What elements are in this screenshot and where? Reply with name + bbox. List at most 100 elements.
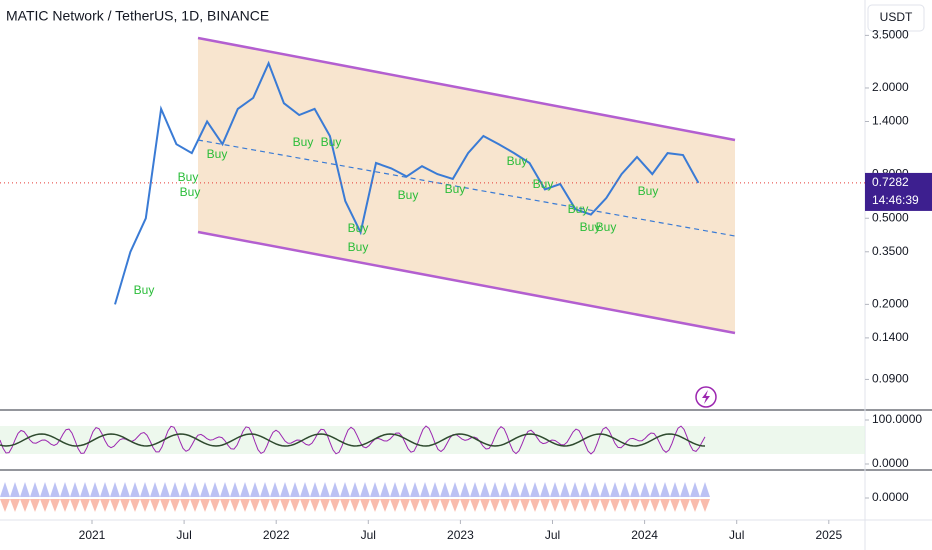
buy-label: Buy bbox=[178, 170, 199, 184]
y-tick-label: 2.0000 bbox=[872, 80, 909, 94]
osc2-triangle bbox=[220, 482, 230, 497]
osc2-triangle bbox=[630, 482, 640, 497]
x-tick-label: 2025 bbox=[815, 528, 842, 542]
osc2-triangle bbox=[620, 482, 630, 497]
osc2-triangle bbox=[510, 482, 520, 497]
osc2-triangle bbox=[700, 499, 710, 512]
osc2-triangle bbox=[430, 499, 440, 512]
osc2-triangle bbox=[360, 499, 370, 512]
osc2-triangle bbox=[590, 499, 600, 512]
osc2-triangle bbox=[420, 482, 430, 497]
osc2-triangle bbox=[170, 499, 180, 512]
osc2-triangle bbox=[70, 499, 80, 512]
osc2-triangle bbox=[370, 482, 380, 497]
osc2-triangle bbox=[690, 482, 700, 497]
osc2-triangle bbox=[320, 499, 330, 512]
osc2-triangle bbox=[690, 499, 700, 512]
osc2-triangle bbox=[330, 482, 340, 497]
osc2-triangle bbox=[560, 499, 570, 512]
currency-label[interactable]: USDT bbox=[880, 10, 913, 24]
osc2-triangle bbox=[190, 482, 200, 497]
osc2-triangle bbox=[630, 499, 640, 512]
osc2-triangle bbox=[410, 499, 420, 512]
osc2-triangle bbox=[40, 482, 50, 497]
osc2-triangle bbox=[20, 499, 30, 512]
osc2-triangle bbox=[490, 499, 500, 512]
x-tick-label: Jul bbox=[729, 528, 744, 542]
buy-label: Buy bbox=[348, 240, 369, 254]
osc2-triangle bbox=[80, 482, 90, 497]
osc2-triangle bbox=[100, 499, 110, 512]
osc2-triangle bbox=[120, 499, 130, 512]
osc2-triangle bbox=[50, 482, 60, 497]
osc2-triangle bbox=[300, 499, 310, 512]
osc2-triangle bbox=[350, 499, 360, 512]
buy-label: Buy bbox=[207, 147, 228, 161]
osc2-triangle bbox=[450, 499, 460, 512]
osc2-triangle bbox=[620, 499, 630, 512]
osc2-triangle bbox=[70, 482, 80, 497]
osc2-triangle bbox=[640, 499, 650, 512]
osc2-triangle bbox=[40, 499, 50, 512]
osc2-triangle bbox=[220, 499, 230, 512]
osc2-triangle bbox=[410, 482, 420, 497]
osc-trace bbox=[0, 433, 706, 447]
y-tick-label: 1.4000 bbox=[872, 114, 909, 128]
osc2-triangle bbox=[0, 499, 10, 512]
last-price-box bbox=[865, 172, 932, 211]
osc2-triangle bbox=[510, 499, 520, 512]
x-tick-label: 2024 bbox=[631, 528, 658, 542]
osc2-triangle bbox=[560, 482, 570, 497]
osc2-triangle bbox=[610, 482, 620, 497]
osc2-triangle bbox=[170, 482, 180, 497]
osc2-triangle bbox=[80, 499, 90, 512]
osc2-triangle bbox=[230, 499, 240, 512]
osc2-triangle bbox=[10, 482, 20, 497]
osc2-triangle bbox=[130, 482, 140, 497]
osc2-triangle bbox=[180, 482, 190, 497]
osc2-triangle bbox=[350, 482, 360, 497]
currency-button[interactable] bbox=[867, 4, 925, 32]
osc2-triangle bbox=[0, 482, 10, 497]
osc2-triangle bbox=[380, 499, 390, 512]
osc2-triangle bbox=[470, 482, 480, 497]
buy-label: Buy bbox=[596, 220, 617, 234]
osc2-triangle bbox=[680, 482, 690, 497]
osc2-triangle bbox=[240, 482, 250, 497]
osc2-triangle bbox=[500, 482, 510, 497]
osc2-triangle bbox=[260, 499, 270, 512]
osc2-triangle bbox=[540, 482, 550, 497]
last-price-label: 0.7282 bbox=[872, 175, 909, 189]
osc2-triangle bbox=[640, 482, 650, 497]
alert-bolt bbox=[702, 390, 710, 404]
osc2-triangle bbox=[230, 482, 240, 497]
osc2-triangle bbox=[120, 482, 130, 497]
price-line bbox=[114, 60, 700, 305]
osc2-triangle bbox=[380, 482, 390, 497]
osc2-triangle bbox=[360, 482, 370, 497]
osc2-triangle bbox=[680, 499, 690, 512]
osc2-triangle bbox=[160, 499, 170, 512]
osc2-triangle bbox=[30, 499, 40, 512]
chart-title: MATIC Network / TetherUS, 1D, BINANCE bbox=[6, 8, 269, 24]
osc2-triangle bbox=[140, 499, 150, 512]
channel-mid bbox=[197, 139, 736, 237]
osc2-triangle bbox=[500, 499, 510, 512]
y-tick-label: 0.0900 bbox=[872, 372, 909, 386]
osc2-triangle bbox=[190, 499, 200, 512]
osc2-triangle bbox=[480, 499, 490, 512]
buy-label: Buy bbox=[180, 185, 201, 199]
osc2-triangle bbox=[30, 482, 40, 497]
osc2-triangle bbox=[540, 499, 550, 512]
osc2-triangle bbox=[330, 499, 340, 512]
osc2-triangle bbox=[440, 499, 450, 512]
osc2-triangle bbox=[110, 499, 120, 512]
osc2-triangle bbox=[10, 499, 20, 512]
osc2-triangle bbox=[660, 482, 670, 497]
osc2-triangle bbox=[400, 499, 410, 512]
x-tick-label: 2021 bbox=[79, 528, 106, 542]
osc2-triangle bbox=[240, 499, 250, 512]
y-tick-label: 0.1400 bbox=[872, 330, 909, 344]
buy-label: Buy bbox=[580, 220, 601, 234]
osc2-triangle bbox=[100, 482, 110, 497]
